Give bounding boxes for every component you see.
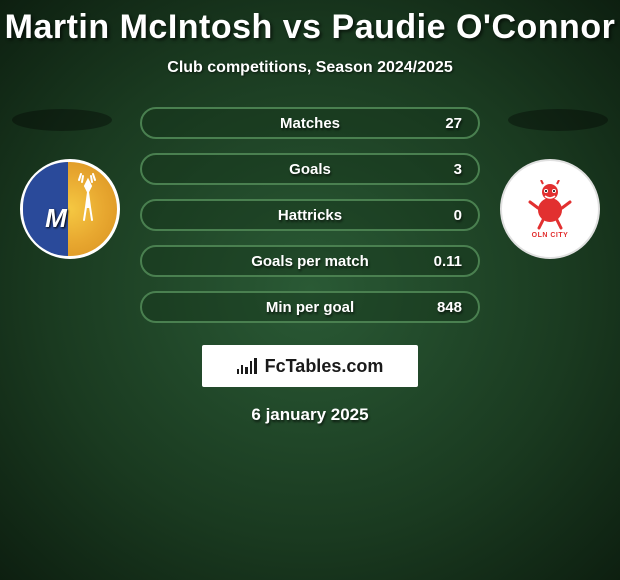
stat-label: Goals xyxy=(289,161,331,178)
stat-row-goals-per-match: Goals per match 0.11 xyxy=(140,245,480,277)
shadow-ellipse-left xyxy=(12,109,112,131)
imp-icon xyxy=(525,180,575,230)
mansfield-town-badge: M xyxy=(20,159,120,259)
lincoln-city-badge: OLN CITY xyxy=(500,159,600,259)
stag-icon xyxy=(73,172,103,222)
stat-right-value: 0.11 xyxy=(432,253,462,270)
stat-right-value: 3 xyxy=(432,161,462,178)
stat-row-matches: Matches 27 xyxy=(140,107,480,139)
shadow-ellipse-right xyxy=(508,109,608,131)
branding-text: FcTables.com xyxy=(265,356,384,377)
stat-row-goals: Goals 3 xyxy=(140,153,480,185)
stat-right-value: 27 xyxy=(432,115,462,132)
stat-row-hattricks: Hattricks 0 xyxy=(140,199,480,231)
stat-label: Matches xyxy=(280,115,340,132)
branding-box: FcTables.com xyxy=(202,345,418,387)
stat-rows: Matches 27 Goals 3 Hattricks 0 Goals per… xyxy=(140,107,480,323)
date-text: 6 january 2025 xyxy=(251,405,368,425)
stat-right-value: 848 xyxy=(432,299,462,316)
subtitle: Club competitions, Season 2024/2025 xyxy=(167,59,452,77)
stats-area: M OLN CITY Matches xyxy=(0,107,620,323)
stat-right-value: 0 xyxy=(432,207,462,224)
bar-chart-icon xyxy=(237,358,257,374)
stat-label: Hattricks xyxy=(278,207,342,224)
badge-right-text: OLN CITY xyxy=(532,232,569,239)
badge-letter: M xyxy=(45,203,67,234)
badge-right-inner: OLN CITY xyxy=(510,169,590,249)
comparison-infographic: Martin McIntosh vs Paudie O'Connor Club … xyxy=(0,0,620,425)
stat-row-min-per-goal: Min per goal 848 xyxy=(140,291,480,323)
page-title: Martin McIntosh vs Paudie O'Connor xyxy=(5,8,616,47)
stat-label: Min per goal xyxy=(266,299,354,316)
stat-label: Goals per match xyxy=(251,253,369,270)
